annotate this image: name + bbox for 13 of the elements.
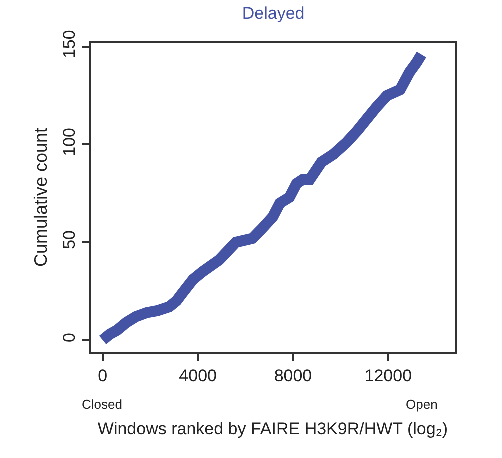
x-axis-title: Windows ranked by FAIRE H3K9R/HWT (log₂) bbox=[98, 419, 448, 438]
x-tick-label: 0 bbox=[98, 366, 108, 386]
x-tick-label: 4000 bbox=[179, 366, 217, 386]
text: Open bbox=[406, 397, 438, 412]
x-tick-label: 12000 bbox=[364, 366, 412, 386]
y-tick-label: 0 bbox=[60, 332, 80, 342]
chart-title: Delayed bbox=[242, 4, 305, 23]
y-tick-label: 50 bbox=[60, 230, 80, 250]
y-axis-title: Cumulative count bbox=[30, 128, 51, 268]
x-tick-label: 8000 bbox=[274, 366, 312, 386]
text: Closed bbox=[82, 397, 122, 412]
y-tick-label: 150 bbox=[60, 30, 80, 59]
y-tick-label: 100 bbox=[60, 128, 80, 156]
